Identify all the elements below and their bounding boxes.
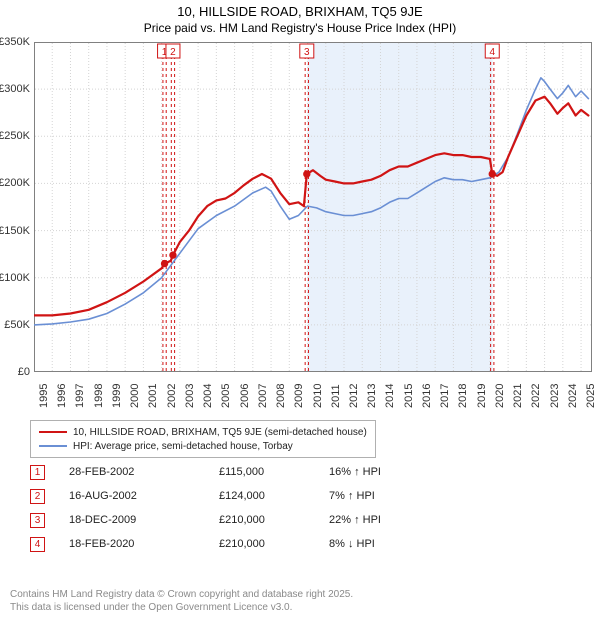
legend-label-property: 10, HILLSIDE ROAD, BRIXHAM, TQ5 9JE (sem… bbox=[73, 427, 367, 438]
legend-box: 10, HILLSIDE ROAD, BRIXHAM, TQ5 9JE (sem… bbox=[30, 420, 376, 458]
x-tick-label: 2008 bbox=[275, 384, 287, 408]
transaction-date: 16-AUG-2002 bbox=[69, 490, 219, 502]
x-tick-label: 1997 bbox=[74, 384, 86, 408]
footnote-line1: Contains HM Land Registry data © Crown c… bbox=[10, 589, 353, 602]
legend-swatch-property bbox=[39, 431, 67, 433]
x-tick-label: 2020 bbox=[494, 384, 506, 408]
transactions-table: 1 28-FEB-2002£115,00016% ↑ HPI 2 16-AUG-200… bbox=[30, 460, 439, 556]
y-tick-label: £0 bbox=[0, 366, 30, 378]
x-tick-label: 2021 bbox=[512, 384, 524, 408]
transaction-date: 28-FEB-2002 bbox=[69, 466, 219, 478]
chart-title-block: 10, HILLSIDE ROAD, BRIXHAM, TQ5 9JE Pric… bbox=[0, 0, 600, 35]
x-tick-label: 2014 bbox=[384, 384, 396, 408]
chart-title-address: 10, HILLSIDE ROAD, BRIXHAM, TQ5 9JE bbox=[0, 4, 600, 19]
svg-text:4: 4 bbox=[489, 47, 495, 58]
x-tick-label: 2018 bbox=[457, 384, 469, 408]
y-tick-label: £150K bbox=[0, 225, 30, 237]
transaction-price: £124,000 bbox=[219, 490, 329, 502]
legend-item-hpi: HPI: Average price, semi-detached house,… bbox=[39, 439, 367, 453]
x-tick-label: 2009 bbox=[293, 384, 305, 408]
chart-svg: 1234 bbox=[34, 42, 592, 372]
transaction-price: £210,000 bbox=[219, 538, 329, 550]
x-tick-label: 2006 bbox=[239, 384, 251, 408]
transaction-delta: 8% ↓ HPI bbox=[329, 538, 439, 550]
x-tick-label: 2022 bbox=[530, 384, 542, 408]
transaction-marker: 4 bbox=[30, 537, 45, 552]
x-tick-label: 2016 bbox=[421, 384, 433, 408]
transaction-delta: 16% ↑ HPI bbox=[329, 466, 439, 478]
x-tick-label: 2017 bbox=[439, 384, 451, 408]
x-tick-label: 2000 bbox=[129, 384, 141, 408]
y-tick-label: £50K bbox=[0, 319, 30, 331]
x-tick-label: 2024 bbox=[567, 384, 579, 408]
transaction-row: 2 16-AUG-2002£124,0007% ↑ HPI bbox=[30, 484, 439, 508]
x-tick-label: 2002 bbox=[166, 384, 178, 408]
chart-plot-area: 1234 bbox=[34, 42, 592, 372]
y-tick-label: £200K bbox=[0, 177, 30, 189]
legend-label-hpi: HPI: Average price, semi-detached house,… bbox=[73, 441, 293, 452]
x-tick-label: 1998 bbox=[93, 384, 105, 408]
chart-title-subtitle: Price paid vs. HM Land Registry's House … bbox=[0, 21, 600, 35]
x-tick-label: 1999 bbox=[111, 384, 123, 408]
transaction-date: 18-FEB-2020 bbox=[69, 538, 219, 550]
x-tick-label: 2007 bbox=[257, 384, 269, 408]
transaction-delta: 7% ↑ HPI bbox=[329, 490, 439, 502]
x-tick-label: 1996 bbox=[56, 384, 68, 408]
x-axis-labels: 1995 1996 1997 1998 1999 2000 2001 2002 2003 2004… bbox=[34, 376, 592, 416]
transaction-delta: 22% ↑ HPI bbox=[329, 514, 439, 526]
y-tick-label: £300K bbox=[0, 83, 30, 95]
x-tick-label: 2001 bbox=[147, 384, 159, 408]
x-tick-label: 2012 bbox=[348, 384, 360, 408]
transaction-row: 1 28-FEB-2002£115,00016% ↑ HPI bbox=[30, 460, 439, 484]
transaction-date: 18-DEC-2009 bbox=[69, 514, 219, 526]
transaction-row: 4 18-FEB-2020£210,0008% ↓ HPI bbox=[30, 532, 439, 556]
y-tick-label: £100K bbox=[0, 272, 30, 284]
legend-swatch-hpi bbox=[39, 445, 67, 447]
svg-text:2: 2 bbox=[170, 47, 176, 58]
transaction-marker: 2 bbox=[30, 489, 45, 504]
footnote-line2: This data is licensed under the Open Gov… bbox=[10, 602, 353, 615]
x-tick-label: 2003 bbox=[184, 384, 196, 408]
transaction-price: £210,000 bbox=[219, 514, 329, 526]
transaction-row: 3 18-DEC-2009£210,00022% ↑ HPI bbox=[30, 508, 439, 532]
x-tick-label: 2004 bbox=[202, 384, 214, 408]
x-tick-label: 2010 bbox=[312, 384, 324, 408]
legend-item-property: 10, HILLSIDE ROAD, BRIXHAM, TQ5 9JE (sem… bbox=[39, 425, 367, 439]
svg-text:3: 3 bbox=[304, 47, 310, 58]
x-tick-label: 1995 bbox=[38, 384, 50, 408]
transaction-price: £115,000 bbox=[219, 466, 329, 478]
transaction-marker: 3 bbox=[30, 513, 45, 528]
x-tick-label: 2015 bbox=[403, 384, 415, 408]
x-tick-label: 2025 bbox=[585, 384, 597, 408]
x-tick-label: 2005 bbox=[220, 384, 232, 408]
x-tick-label: 2023 bbox=[549, 384, 561, 408]
y-tick-label: £250K bbox=[0, 130, 30, 142]
x-tick-label: 2011 bbox=[330, 384, 342, 408]
footnote: Contains HM Land Registry data © Crown c… bbox=[10, 589, 353, 614]
transaction-marker: 1 bbox=[30, 465, 45, 480]
y-tick-label: £350K bbox=[0, 36, 30, 48]
x-tick-label: 2013 bbox=[366, 384, 378, 408]
x-tick-label: 2019 bbox=[476, 384, 488, 408]
